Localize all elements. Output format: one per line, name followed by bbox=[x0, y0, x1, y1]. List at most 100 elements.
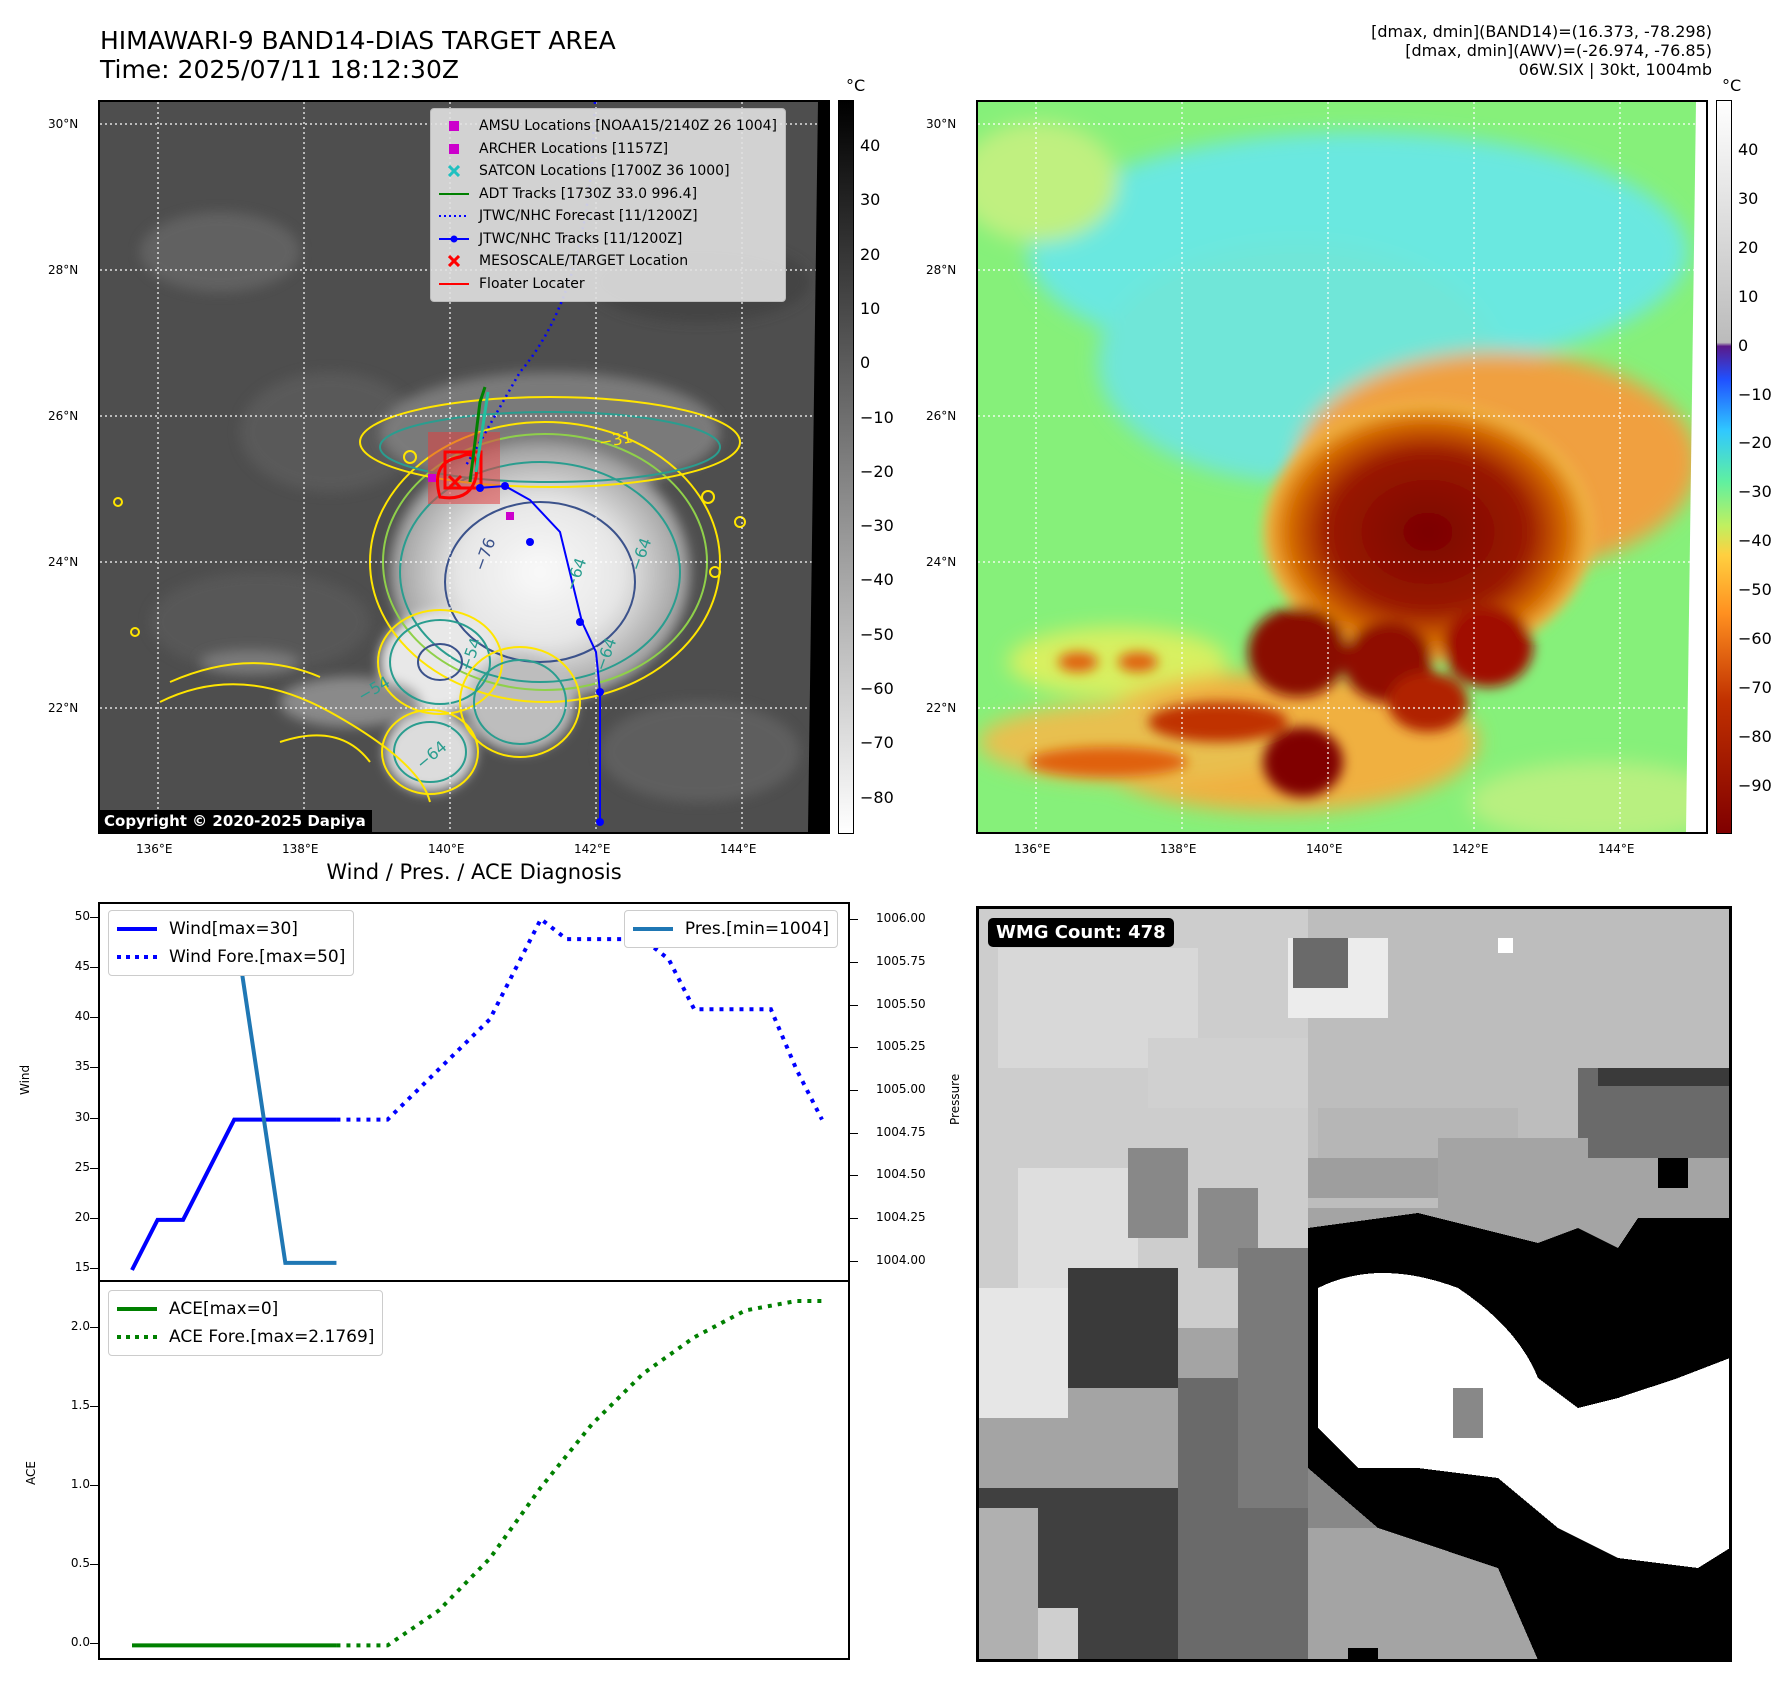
stats-block: [dmax, dmin](BAND14)=(16.373, -78.298) [… bbox=[1371, 22, 1712, 79]
wind-tick: 25 bbox=[74, 1159, 90, 1174]
ace-tick: 2.0 bbox=[70, 1319, 90, 1334]
lon-label: 138°E bbox=[282, 842, 319, 856]
legend-entry: JTWC/NHC Tracks [11/1200Z] bbox=[439, 228, 777, 251]
series-line bbox=[336, 1298, 822, 1648]
title-line-1: HIMAWARI-9 BAND14-DIAS TARGET AREA bbox=[100, 26, 616, 55]
colorbar-tick: −70 bbox=[1738, 677, 1772, 697]
tick-mark bbox=[850, 1218, 858, 1220]
legend-wind: Wind[max=30] bbox=[169, 919, 298, 939]
colorbar-tick: 40 bbox=[860, 136, 881, 155]
tick-mark bbox=[90, 1017, 98, 1019]
lat-label: 28°N bbox=[48, 263, 79, 277]
pressure-tick: 1005.00 bbox=[876, 1082, 926, 1096]
wmg-count-badge: WMG Count: 478 bbox=[988, 918, 1174, 947]
diagnosis-title: Wind / Pres. / ACE Diagnosis bbox=[326, 860, 622, 884]
ace-tick: 0.5 bbox=[70, 1556, 90, 1571]
storm-summary: 06W.SIX | 30kt, 1004mb bbox=[1518, 60, 1712, 79]
legend-label: ARCHER Locations [1157Z] bbox=[479, 140, 669, 157]
colorbar-tick: 10 bbox=[860, 298, 881, 318]
lon-label: 142°E bbox=[1452, 842, 1489, 856]
colorbar-tick: −50 bbox=[860, 624, 894, 644]
tick-mark bbox=[90, 1117, 98, 1119]
lon-label: 142°E bbox=[574, 842, 611, 856]
legend-symbol-icon bbox=[439, 235, 469, 243]
ace-tick: 1.0 bbox=[70, 1477, 90, 1492]
tick-mark bbox=[90, 1643, 98, 1645]
colorbar-tick: −20 bbox=[1738, 433, 1772, 453]
band14-stats: [dmax, dmin](BAND14)=(16.373, -78.298) bbox=[1371, 22, 1712, 41]
colorbar-tick: 0 bbox=[860, 353, 871, 373]
figure-title: HIMAWARI-9 BAND14-DIAS TARGET AREA Time:… bbox=[100, 26, 616, 84]
legend-symbol-icon bbox=[439, 255, 469, 268]
lat-label: 28°N bbox=[926, 263, 957, 277]
tick-mark bbox=[90, 1406, 98, 1408]
tick-mark bbox=[850, 1132, 858, 1134]
tick-mark bbox=[850, 961, 858, 963]
legend-ace: ACE[max=0] bbox=[169, 1299, 279, 1319]
tick-mark bbox=[850, 1090, 858, 1091]
lon-label: 144°E bbox=[1598, 842, 1635, 856]
tick-mark bbox=[90, 1167, 98, 1169]
colorbar-tick: 0 bbox=[1738, 335, 1749, 355]
pressure-tick: 1006.00 bbox=[876, 911, 926, 926]
wind-tick: 40 bbox=[74, 1009, 90, 1024]
legend-symbol-icon bbox=[439, 143, 469, 155]
colorbar-tick: 10 bbox=[1738, 286, 1759, 306]
legend-ace-forecast: ACE Fore.[max=2.1769] bbox=[169, 1327, 375, 1347]
colorbar-tick: −20 bbox=[860, 461, 894, 481]
lat-label: 22°N bbox=[48, 701, 79, 715]
wmg-graphic bbox=[978, 908, 1730, 1660]
tick-mark bbox=[90, 1564, 98, 1566]
ace-plot bbox=[132, 1298, 822, 1648]
wind-tick: 45 bbox=[74, 959, 90, 974]
legend-pressure: Pres.[min=1004] bbox=[684, 919, 829, 939]
colorbar-tick: −80 bbox=[860, 787, 894, 807]
legend-wind-forecast: Wind Fore.[max=50] bbox=[169, 947, 346, 967]
legend-entry: ARCHER Locations [1157Z] bbox=[439, 138, 777, 161]
legend-label: AMSU Locations [NOAA15/2140Z 26 1004] bbox=[479, 118, 778, 135]
colorbar-tick: 30 bbox=[1738, 188, 1759, 208]
pressure-axis-label: Pressure bbox=[948, 1073, 962, 1125]
pressure-legend: Pres.[min=1004] bbox=[623, 910, 838, 948]
pressure-tick: 1004.25 bbox=[876, 1210, 926, 1225]
title-line-2: Time: 2025/07/11 18:12:30Z bbox=[100, 55, 459, 84]
tick-mark bbox=[850, 919, 858, 921]
legend-label: JTWC/NHC Forecast [11/1200Z] bbox=[479, 208, 698, 225]
colorbar-tick: −10 bbox=[1738, 384, 1772, 404]
colorbar-tick: 40 bbox=[1738, 140, 1759, 159]
legend-label: ADT Tracks [1730Z 33.0 996.4] bbox=[479, 185, 698, 202]
lat-label: 30°N bbox=[926, 117, 957, 131]
legend-label: Floater Locater bbox=[479, 275, 585, 292]
pressure-tick: 1005.50 bbox=[876, 996, 926, 1011]
lon-label: 136°E bbox=[136, 842, 173, 856]
lon-label: 140°E bbox=[428, 842, 465, 856]
ace-tick: 0.0 bbox=[70, 1635, 90, 1650]
wmg-panel bbox=[976, 906, 1732, 1662]
pressure-tick: 1004.75 bbox=[876, 1124, 926, 1139]
lon-label: 140°E bbox=[1306, 842, 1343, 856]
lat-label: 24°N bbox=[48, 555, 79, 569]
legend-entry: ADT Tracks [1730Z 33.0 996.4] bbox=[439, 183, 777, 206]
tick-mark bbox=[90, 967, 98, 969]
wind-axis-label: Wind bbox=[18, 1064, 32, 1095]
awv-map bbox=[976, 100, 1708, 834]
tick-mark bbox=[850, 1260, 858, 1262]
ace-axis-label: ACE bbox=[24, 1461, 38, 1485]
colorbar-tick: −30 bbox=[1738, 482, 1772, 502]
legend-entry: AMSU Locations [NOAA15/2140Z 26 1004] bbox=[439, 115, 777, 138]
colorbar-tick: 20 bbox=[860, 244, 881, 264]
lat-label: 26°N bbox=[48, 409, 79, 423]
ace-legend: ACE[max=0] ACE Fore.[max=2.1769] bbox=[108, 1290, 384, 1356]
tick-mark bbox=[90, 1327, 98, 1329]
pressure-tick: 1005.75 bbox=[876, 953, 926, 968]
tick-mark bbox=[850, 1047, 858, 1049]
colorbar-tick: −80 bbox=[1738, 726, 1772, 746]
pressure-tick: 1005.25 bbox=[876, 1039, 926, 1054]
ace-tick: 1.5 bbox=[70, 1398, 90, 1413]
colorbar-tick: 30 bbox=[860, 190, 881, 210]
wind-tick: 20 bbox=[74, 1209, 90, 1224]
legend-symbol-icon bbox=[439, 165, 469, 178]
legend-entry: Floater Locater bbox=[439, 273, 777, 296]
lon-label: 144°E bbox=[720, 842, 757, 856]
tick-mark bbox=[850, 1175, 858, 1177]
